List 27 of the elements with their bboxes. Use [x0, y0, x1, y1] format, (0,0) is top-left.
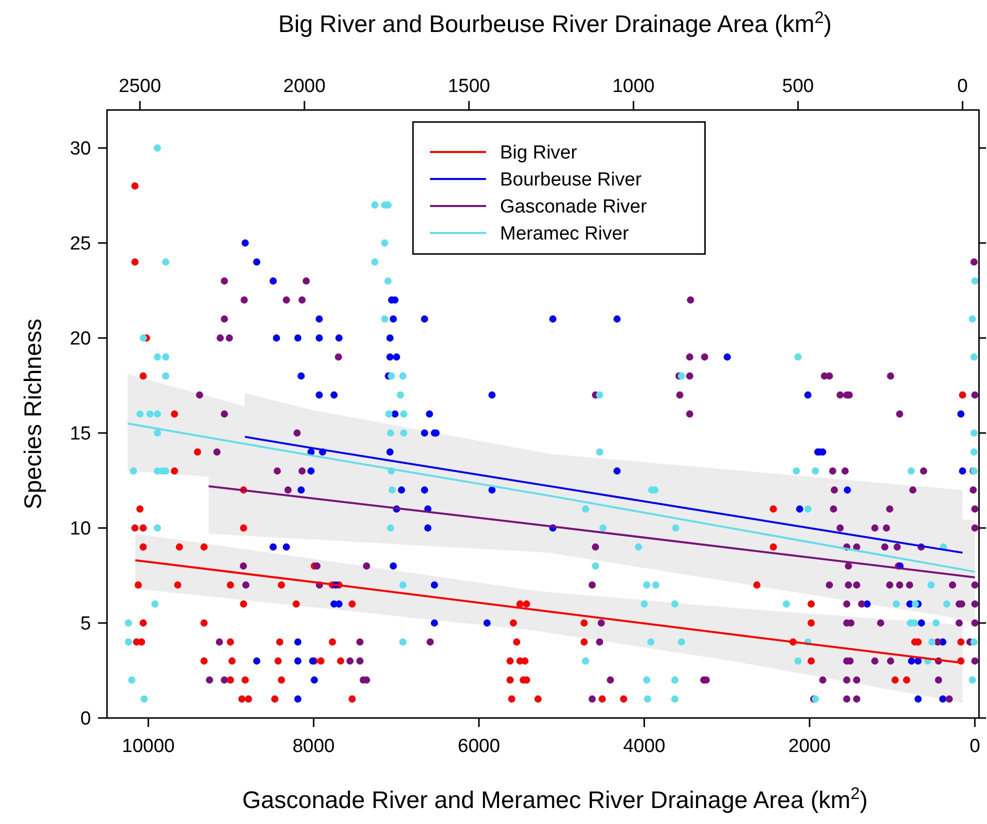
x2-tick-label: 0	[957, 76, 968, 97]
legend-label: Big River	[500, 142, 578, 164]
legend-label: Gasconade River	[500, 196, 648, 218]
y-axis-title: Species Richness	[20, 318, 47, 510]
x-tick-label: 10000	[122, 736, 175, 757]
x-tick-label: 4000	[623, 736, 666, 757]
x2-axis-title: Big River and Bourbeuse River Drainage Area (km$^{2}$)	[278, 8, 832, 38]
y-tick-label: 20	[70, 328, 91, 350]
y-tick-label: 10	[70, 518, 91, 540]
y-tick-label: 30	[70, 138, 91, 160]
y-tick-label: 5	[80, 614, 91, 635]
x-tick-label: 2000	[788, 736, 831, 757]
x-tick-label: 0	[970, 736, 980, 757]
x2-tick-label: 500	[782, 76, 814, 97]
y-tick-label: 0	[80, 708, 91, 730]
x2-tick-label: 2000	[283, 76, 326, 97]
x2-tick-label: 1000	[612, 76, 655, 97]
line-series	[126, 422, 976, 573]
legend-label: Meramec River	[500, 224, 630, 245]
y-tick-label: 25	[70, 234, 91, 255]
x-axis-title: Gasconade River and Meramec River Drainage Area (km$^{2}$)	[242, 784, 868, 814]
legend-label: Bourbeuse River	[500, 170, 642, 191]
x-tick-label: 8000	[292, 736, 335, 757]
x2-tick-label: 2500	[118, 76, 162, 97]
x2-tick-label: 1500	[448, 76, 490, 97]
x-tick-label: 6000	[458, 736, 500, 757]
y-tick-label: 15	[70, 424, 91, 445]
